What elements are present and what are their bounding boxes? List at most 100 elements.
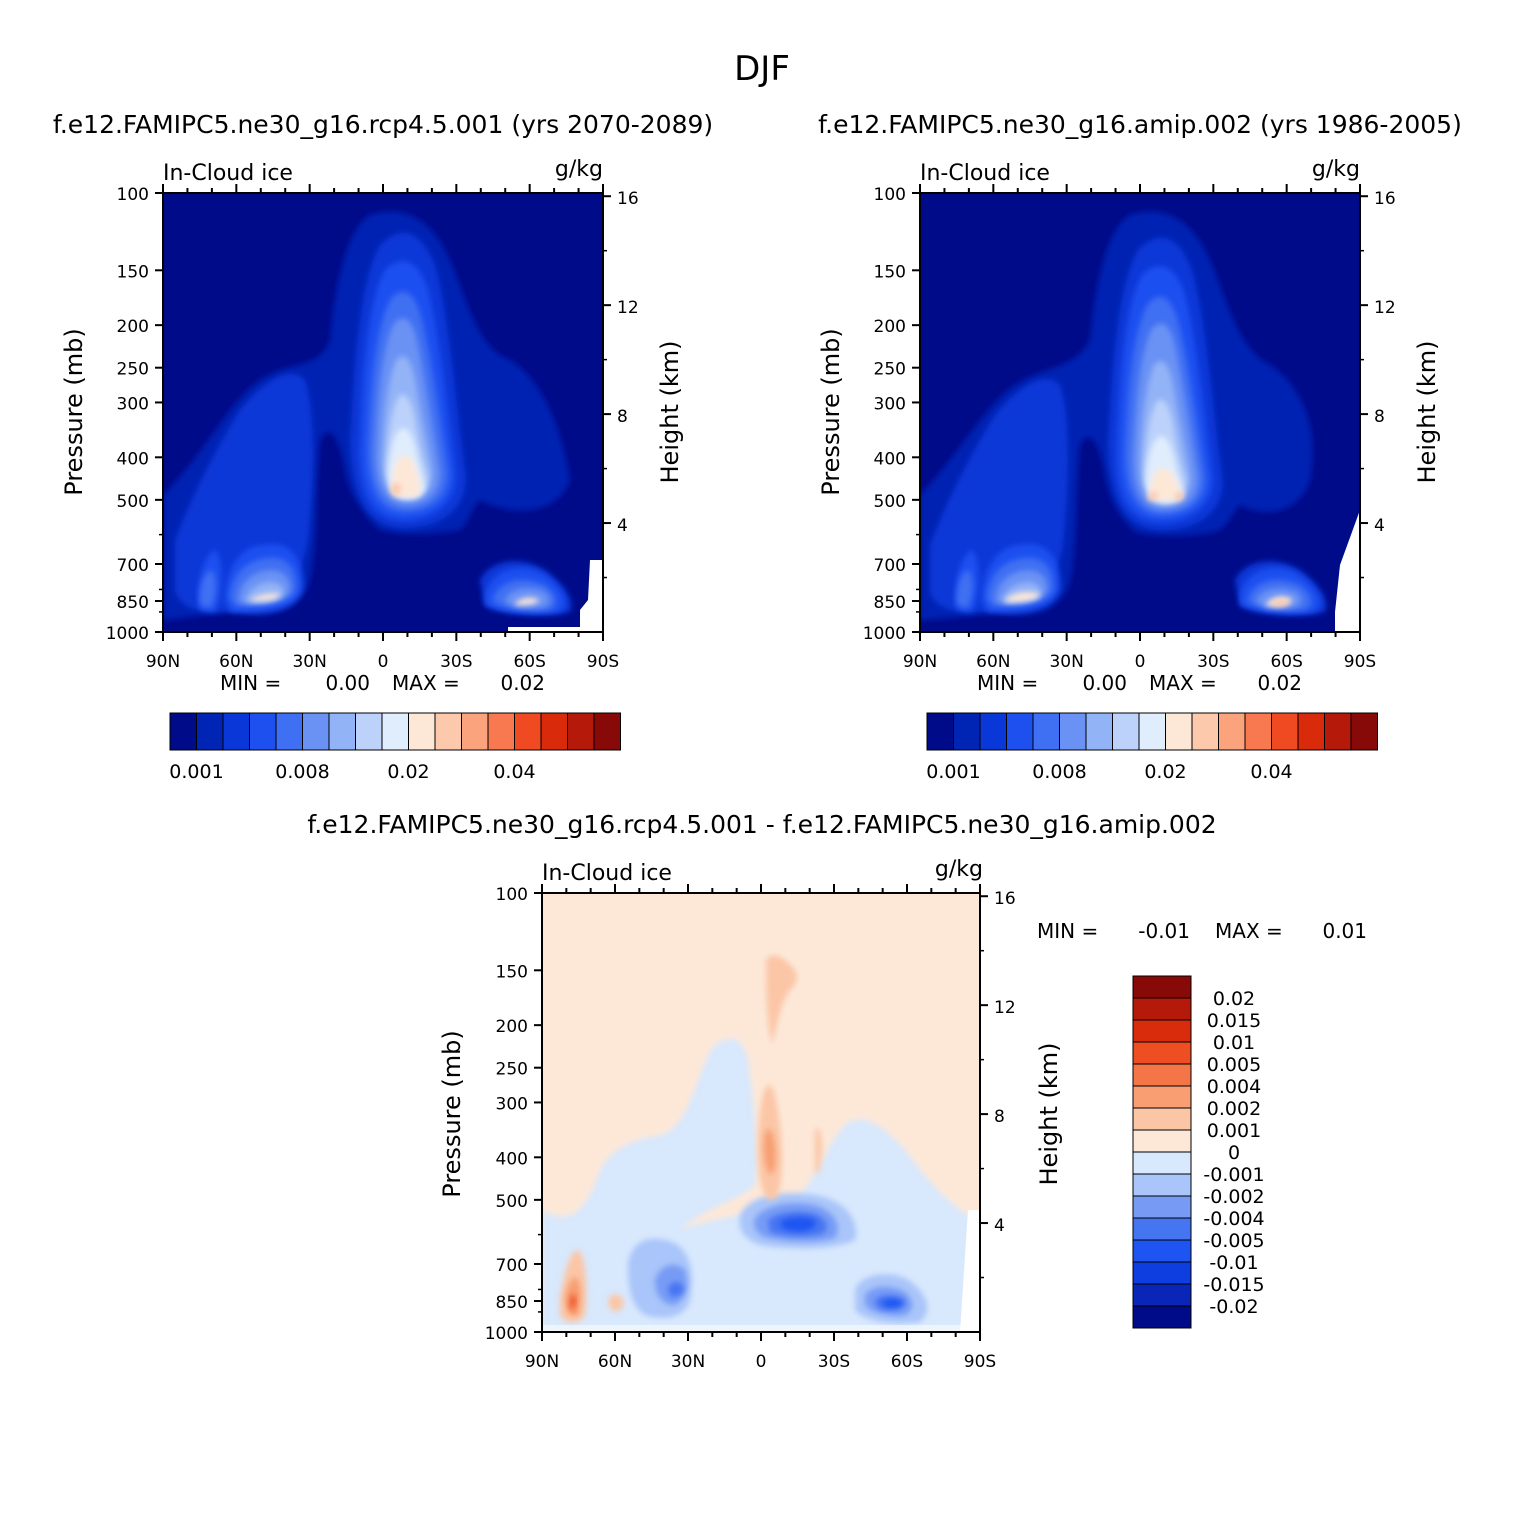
colorbar-label: -0.005 — [1203, 1230, 1264, 1252]
colorbar-swatch — [1132, 1063, 1192, 1087]
units-label: g/kg — [1312, 157, 1360, 182]
y-tick-label: 250 — [117, 360, 149, 380]
colorbar-label: 0.002 — [1207, 1098, 1261, 1120]
y-axis-title: Pressure (mb) — [438, 1030, 466, 1197]
y-tick-label: 400 — [117, 449, 149, 469]
colorbar-swatch — [1132, 1151, 1192, 1175]
y-tick-label: 150 — [117, 262, 149, 282]
y-tick-label: 700 — [874, 556, 906, 576]
max-label: MAX = — [392, 671, 460, 695]
colorbar-swatch — [1165, 712, 1193, 751]
y-tick-label: 400 — [496, 1149, 528, 1169]
contour-level — [1005, 468, 1293, 607]
x-tick-label: 90N — [525, 1352, 559, 1372]
colorbar-swatch — [1132, 1107, 1192, 1131]
colorbar-label: 0.004 — [1207, 1076, 1261, 1098]
colorbar-label: 0.005 — [1207, 1054, 1261, 1076]
colorbar-swatch — [1085, 712, 1113, 751]
colorbar-swatch — [540, 712, 568, 751]
colorbar-swatch — [1297, 712, 1325, 751]
colorbar-label: 0.001 — [1207, 1120, 1261, 1142]
x-tick-label: 90S — [964, 1352, 996, 1372]
y2-axis-title: Height (km) — [1413, 341, 1441, 484]
colorbar-swatch — [381, 712, 409, 751]
y-tick-label: 100 — [874, 185, 906, 205]
y-tick-label: 300 — [496, 1094, 528, 1114]
y2-tick-label: 12 — [617, 298, 639, 318]
y-tick-label: 200 — [496, 1017, 528, 1037]
colorbar-swatch — [355, 712, 383, 751]
colorbar-swatch — [461, 712, 489, 751]
units-label: g/kg — [935, 857, 983, 882]
left-corner-label: In-Cloud ice — [163, 161, 293, 186]
y-tick-label: 850 — [874, 593, 906, 613]
contour-level — [245, 356, 433, 603]
contour-level — [668, 1212, 906, 1311]
x-tick-label: 60S — [891, 1352, 923, 1372]
axis-ticks: 100 150 200 250 300 400 500 700 850 1000 16 12 8 4 90N… — [106, 184, 639, 672]
colorbar-swatch — [1132, 1283, 1192, 1307]
colorbar-swatch — [1132, 1305, 1192, 1329]
colorbar-swatch — [567, 712, 595, 751]
colorbar-label: 0.04 — [493, 761, 535, 783]
y2-tick-label: 12 — [1374, 298, 1396, 318]
y2-axis-title: Height (km) — [656, 341, 684, 484]
colorbar-swatch — [953, 712, 981, 751]
x-tick-label: 60N — [976, 652, 1010, 672]
colorbar-swatch — [1132, 1261, 1192, 1285]
colorbar-label: 0.02 — [387, 761, 429, 783]
colorbar-swatch — [487, 712, 515, 751]
colorbar-swatch — [1138, 712, 1166, 751]
y-tick-label: 300 — [874, 394, 906, 414]
axis-ticks: 100 150 200 250 300 400 500 700 850 1000 16 12 8 4 90N… — [485, 884, 1016, 1372]
x-tick-label: 30N — [1049, 652, 1083, 672]
y-axis-title: Pressure (mb) — [60, 328, 88, 495]
colorbar-label: 0.008 — [1032, 761, 1086, 783]
colorbar-swatch — [1132, 997, 1192, 1021]
x-tick-label: 60S — [513, 652, 545, 672]
y-tick-label: 700 — [117, 556, 149, 576]
max-label: MAX = — [1149, 671, 1217, 695]
colorbar-swatch — [1112, 712, 1140, 751]
colorbar-label: -0.002 — [1203, 1186, 1264, 1208]
page-title: DJF — [734, 49, 790, 89]
y-tick-label: 200 — [874, 317, 906, 337]
colorbar-swatch — [1132, 1085, 1192, 1109]
colorbar-swatch — [196, 712, 224, 751]
colorbar-swatch — [1059, 712, 1087, 751]
panel-model-future: f.e12.FAMIPC5.ne30_g16.rcp4.5.001 (yrs 2… — [53, 110, 713, 783]
colorbar-swatch — [1006, 712, 1034, 751]
colorbar-swatch — [169, 712, 197, 751]
axis-ticks: 100 150 200 250 300 400 500 700 850 1000 16 12 8 4 90N… — [863, 184, 1396, 672]
contour-level — [390, 483, 401, 496]
colorbar-swatch — [249, 712, 277, 751]
contour-level — [1002, 361, 1191, 603]
colorbar-swatch — [1271, 712, 1299, 751]
colorbar-label: -0.001 — [1203, 1164, 1264, 1186]
y-tick-label: 100 — [496, 885, 528, 905]
min-value: 0.00 — [1082, 671, 1127, 695]
y2-tick-label: 16 — [1374, 189, 1396, 209]
y2-tick-label: 8 — [617, 407, 628, 427]
y-tick-label: 400 — [874, 449, 906, 469]
x-tick-label: 90S — [1344, 652, 1376, 672]
contour-level — [779, 1217, 903, 1308]
colorbar-label: -0.015 — [1203, 1274, 1264, 1296]
colorbar-swatch — [328, 712, 356, 751]
colorbar-swatch — [222, 712, 250, 751]
colorbar-label: 0.04 — [1250, 761, 1292, 783]
colorbar-swatch — [1324, 712, 1352, 751]
panel-difference: f.e12.FAMIPC5.ne30_g16.rcp4.5.001 - f.e1… — [307, 810, 1367, 1372]
y-tick-label: 300 — [117, 394, 149, 414]
colorbar: 0.020.0150.010.0050.0040.0020.0010-0.001… — [1132, 975, 1265, 1329]
colorbar-label: 0.001 — [926, 761, 980, 783]
colorbar: 0.001 0.008 0.02 0.04 — [169, 712, 621, 783]
max-value: 0.01 — [1322, 919, 1367, 943]
y2-tick-label: 16 — [994, 889, 1016, 909]
y-tick-label: 850 — [496, 1293, 528, 1313]
colorbar-swatch — [1132, 1129, 1192, 1153]
panel-title: f.e12.FAMIPC5.ne30_g16.amip.002 (yrs 198… — [818, 110, 1462, 139]
min-value: -0.01 — [1138, 919, 1190, 943]
y-tick-label: 850 — [117, 593, 149, 613]
y-tick-label: 150 — [874, 262, 906, 282]
